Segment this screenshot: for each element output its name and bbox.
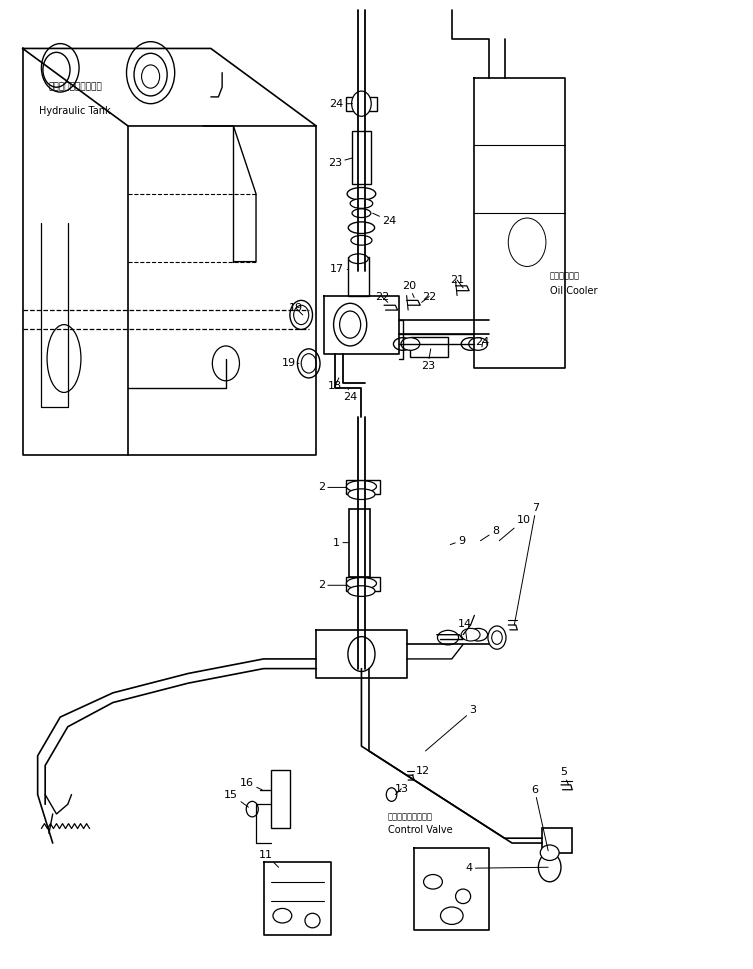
Ellipse shape [305,913,320,927]
Ellipse shape [350,199,373,208]
Ellipse shape [468,338,488,351]
Text: 9: 9 [450,536,465,546]
Bar [271,770,290,828]
Circle shape [246,801,258,817]
Ellipse shape [393,338,413,351]
Text: 24: 24 [343,388,357,402]
Text: 22: 22 [422,292,436,302]
Ellipse shape [348,222,375,234]
Ellipse shape [461,629,480,641]
Text: 22: 22 [375,292,389,302]
Ellipse shape [347,187,376,201]
Ellipse shape [441,907,463,924]
Circle shape [355,96,367,111]
Ellipse shape [349,254,368,264]
Ellipse shape [273,909,292,922]
Text: 12: 12 [412,766,430,776]
Text: オイルクーラ: オイルクーラ [550,271,580,281]
Ellipse shape [351,235,372,245]
Text: Control Valve: Control Valve [388,826,453,835]
Text: 19: 19 [289,303,303,315]
Circle shape [212,346,239,381]
Circle shape [41,44,79,92]
Circle shape [294,305,309,325]
Text: 15: 15 [224,790,248,807]
Text: 11: 11 [259,850,279,867]
Circle shape [348,637,375,672]
Ellipse shape [348,585,375,596]
Ellipse shape [461,338,480,351]
Text: 2: 2 [318,483,346,492]
Bar [346,480,380,494]
Circle shape [142,65,160,88]
Circle shape [488,626,506,649]
Ellipse shape [468,629,488,641]
Ellipse shape [47,325,81,392]
Bar [346,577,380,591]
Text: 24: 24 [330,99,352,109]
Text: 19: 19 [282,359,299,368]
Text: 18: 18 [328,378,342,391]
Text: 20: 20 [402,281,416,297]
Bar [349,509,370,577]
Circle shape [127,42,175,104]
Circle shape [508,218,546,266]
Circle shape [352,91,371,116]
Ellipse shape [346,481,376,492]
Text: Oil Cooler: Oil Cooler [550,286,597,296]
Text: 8: 8 [480,526,499,541]
Text: 7: 7 [514,503,540,625]
Text: 16: 16 [240,778,262,790]
Circle shape [386,788,397,801]
Text: 14: 14 [458,619,471,640]
Text: 23: 23 [421,349,434,371]
Text: 4: 4 [465,863,548,873]
Text: 2: 2 [318,580,346,590]
Text: 5: 5 [559,767,569,785]
Ellipse shape [348,489,375,500]
Circle shape [334,303,367,346]
Text: Hydraulic Tank: Hydraulic Tank [39,107,111,116]
Circle shape [340,311,361,338]
Bar [346,97,376,111]
Circle shape [134,53,167,96]
Circle shape [492,631,502,644]
Text: 23: 23 [328,158,352,168]
Text: 3: 3 [425,705,477,751]
Text: 21: 21 [450,275,464,288]
Text: 24: 24 [476,337,489,347]
Ellipse shape [346,578,376,589]
Text: 1: 1 [333,538,349,547]
Bar [410,337,448,357]
Ellipse shape [456,890,471,904]
Bar [348,257,369,296]
Text: 17: 17 [331,265,349,274]
Circle shape [290,300,312,329]
Text: 10: 10 [499,516,530,541]
Circle shape [43,52,70,87]
Ellipse shape [437,631,459,645]
Circle shape [301,354,316,373]
Bar [352,131,371,184]
Ellipse shape [540,845,559,860]
Bar [542,828,572,853]
Circle shape [297,349,320,378]
Text: コントロールバルブ: コントロールバルブ [388,812,433,822]
Ellipse shape [401,338,420,351]
Text: 13: 13 [395,784,408,795]
Ellipse shape [423,875,442,890]
Ellipse shape [352,209,370,218]
Text: 6: 6 [531,785,548,851]
Text: 24: 24 [373,213,396,226]
Circle shape [538,853,561,882]
Text: ハイドロリックタンク: ハイドロリックタンク [48,82,102,92]
